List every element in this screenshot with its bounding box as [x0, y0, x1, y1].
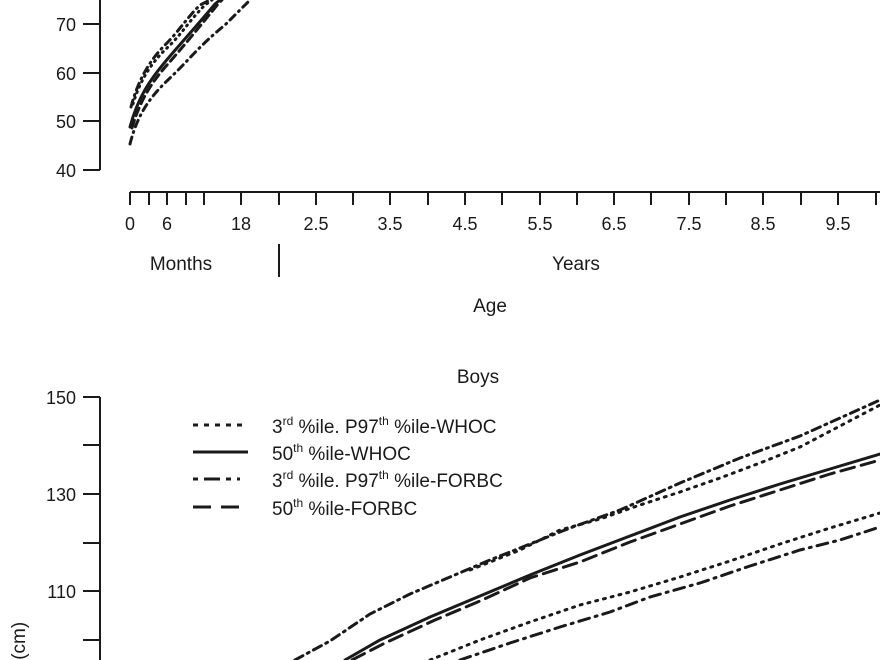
top-curve-97th-whoc [131, 0, 214, 106]
curve-97th-whoc [468, 403, 880, 572]
top-panel: 70 60 50 40 [56, 0, 880, 317]
bottom-y-axis-title: Height (cm) [9, 622, 30, 660]
chart-title: Boys [457, 367, 499, 388]
top-y-tick-label: 60 [56, 64, 76, 84]
bottom-y-tick-label: 130 [46, 485, 76, 505]
bottom-y-tick-label: 110 [47, 582, 76, 602]
years-label: Years [552, 254, 600, 275]
bottom-panel: Boys 150 130 110 Height (cm) 3rd %ile. P… [9, 367, 880, 660]
top-x-tick-label: 9.5 [825, 214, 850, 234]
top-curves [128, 0, 252, 146]
legend-item-whoc-3-97: 3rd %ile. P97th %ile-WHOC [193, 414, 496, 438]
months-label: Months [150, 254, 212, 275]
legend-label: 3rd %ile. P97th %ile-WHOC [272, 414, 496, 438]
legend-item-forbc-3-97: 3rd %ile. P97th %ile-FORBC [193, 468, 503, 492]
legend-item-forbc-50: 50th %ile-FORBC [193, 496, 417, 520]
curve-97th-forbc [293, 398, 880, 660]
top-x-tick-label: 0 [125, 214, 135, 234]
legend-label: 50th %ile-WHOC [272, 441, 411, 465]
top-curve-97th-forbc [129, 0, 212, 109]
top-x-tick-label: 4.5 [452, 214, 477, 234]
legend-label: 3rd %ile. P97th %ile-FORBC [272, 468, 503, 492]
top-x-tick-label: 18 [231, 214, 251, 234]
top-y-ticks [83, 23, 100, 171]
top-x-tick-label: 2.5 [303, 214, 328, 234]
curve-50th-whoc [343, 452, 880, 660]
top-x-tick-label: 8.5 [750, 214, 775, 234]
bottom-curves [293, 398, 880, 660]
top-y-tick-label: 50 [56, 112, 76, 132]
top-curve-50th-whoc [128, 0, 222, 129]
top-y-tick-label: 70 [56, 15, 76, 35]
top-x-axis-title: Age [473, 296, 507, 317]
top-curve-3rd-forbc [128, 0, 252, 146]
top-x-ticks [129, 192, 877, 205]
bottom-y-tick-label: 150 [46, 388, 76, 408]
curve-3rd-forbc [458, 525, 880, 660]
legend-item-whoc-50: 50th %ile-WHOC [193, 441, 411, 465]
bottom-y-ticks [83, 396, 100, 641]
curve-50th-forbc [350, 458, 880, 660]
top-x-tick-label: 7.5 [676, 214, 701, 234]
legend-label: 50th %ile-FORBC [272, 496, 417, 520]
top-x-tick-label: 6 [162, 214, 172, 234]
top-y-tick-label: 40 [56, 161, 76, 181]
legend: 3rd %ile. P97th %ile-WHOC 50th %ile-WHOC… [193, 414, 503, 520]
top-x-tick-label: 3.5 [377, 214, 402, 234]
top-x-tick-label: 5.5 [527, 214, 552, 234]
top-x-tick-label: 6.5 [601, 214, 626, 234]
curve-3rd-whoc [428, 511, 880, 660]
top-curve-50th-forbc [130, 0, 224, 130]
